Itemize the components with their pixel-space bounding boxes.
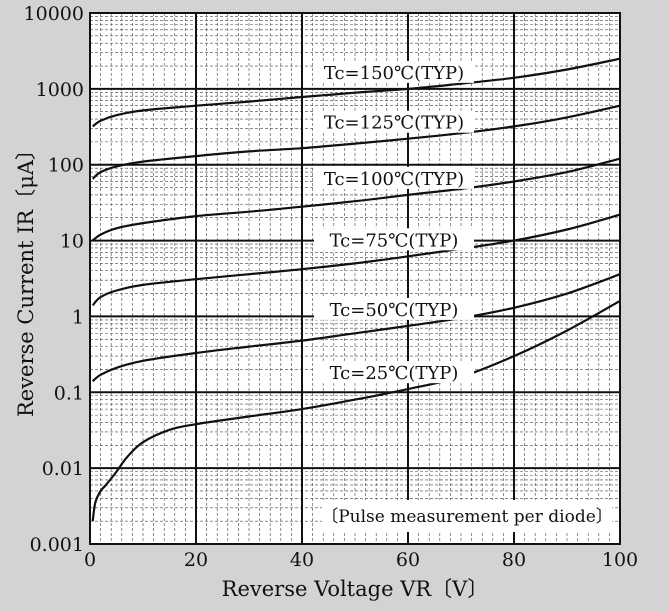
x-tick-label: 100 — [602, 549, 638, 571]
curve-label: Tc=150℃(TYP) — [324, 63, 464, 84]
curve-label: Tc=75℃(TYP) — [330, 230, 459, 251]
curve-label: Tc=125℃(TYP) — [324, 113, 464, 134]
curve-series-2 — [91, 104, 621, 180]
y-tick-label: 0.01 — [42, 458, 84, 480]
pulse-note-background — [322, 500, 612, 532]
curve-label-background — [314, 110, 474, 133]
curve-series-3 — [91, 157, 621, 242]
curve-label-background — [314, 361, 474, 384]
y-tick-label: 1000 — [36, 79, 84, 101]
pulse-note: 〔Pulse measurement per diode〕 — [321, 500, 613, 532]
x-tick-labels: 0 20 40 60 80 100 — [84, 549, 638, 571]
plot-border — [89, 12, 621, 545]
y-tick-label: 0.1 — [54, 382, 84, 404]
y-tick-label: 1 — [72, 306, 84, 328]
x-axis-title: Reverse Voltage VR〔V〕 — [222, 577, 489, 601]
y-tick-label: 100 — [48, 155, 84, 177]
y-tick-label: 10000 — [24, 3, 84, 25]
x-tick-label: 40 — [290, 549, 314, 571]
x-tick-label: 0 — [84, 549, 96, 571]
curve-label-background — [314, 166, 474, 189]
curve-label: Tc=50℃(TYP) — [330, 300, 459, 321]
curve-label-background — [314, 297, 474, 320]
curves — [91, 57, 621, 522]
x-tick-label: 80 — [502, 549, 526, 571]
curve-series-1 — [92, 57, 621, 128]
x-tick-label: 60 — [396, 549, 420, 571]
curve-series-6 — [91, 299, 621, 522]
curve-label: Tc=25℃(TYP) — [330, 363, 459, 384]
curve-series-5 — [91, 273, 621, 383]
curve-label-background — [314, 228, 474, 251]
y-tick-labels: 0.001 0.01 0.1 1 10 100 1000 10000 — [24, 3, 84, 556]
minor-grid — [90, 13, 620, 544]
y-tick-label: 10 — [60, 231, 84, 253]
y-tick-label: 0.001 — [30, 534, 84, 556]
curve-labels: Tc=150℃(TYP) Tc=125℃(TYP) Tc=100℃(TYP) Tc=7… — [314, 60, 474, 384]
curve-label: Tc=100℃(TYP) — [324, 169, 464, 190]
x-tick-label: 20 — [184, 549, 208, 571]
pulse-note-text: 〔Pulse measurement per diode〕 — [321, 507, 613, 527]
curve-label-background — [314, 60, 474, 83]
y-axis-title: Reverse Current IR〔μA〕 — [14, 139, 38, 417]
curve-series-4 — [91, 213, 621, 307]
